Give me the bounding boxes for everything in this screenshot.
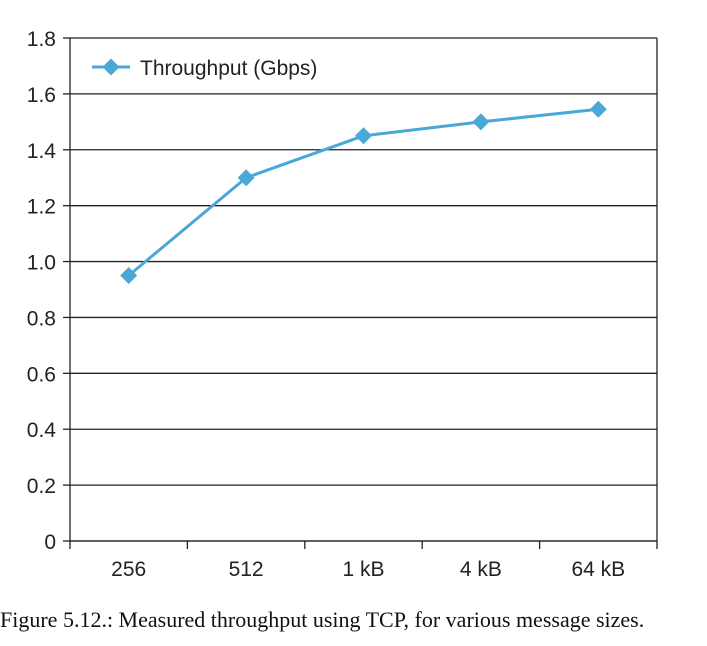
legend-diamond-marker [102,58,120,76]
throughput-chart: 0 0.2 0.4 0.6 0.8 1.0 1.2 1.4 1.6 1.8 256 512 1 kB 4… [27,28,658,581]
y-tick-label: 0.4 [27,419,57,442]
y-tick-label: 1.2 [27,196,56,219]
y-tick-label: 1.4 [27,140,57,163]
y-tick-label: 1.8 [27,28,56,51]
data-point-marker [589,100,607,118]
x-axis-ticks: 256 512 1 kB 4 kB 64 kB [69,541,658,581]
data-point-marker [120,267,138,285]
data-point-marker [237,169,255,187]
y-axis-ticks: 0 0.2 0.4 0.6 0.8 1.0 1.2 1.4 1.6 1.8 [27,28,70,554]
x-tick-label: 512 [229,558,264,581]
data-point-marker [355,127,372,145]
x-tick-label: 256 [111,558,146,581]
data-point-marker [472,113,490,131]
legend: Throughput (Gbps) [92,57,317,80]
y-tick-label: 0.8 [27,307,56,330]
axes [69,38,658,542]
y-tick-label: 0.2 [27,475,56,498]
x-tick-label: 4 kB [460,558,502,581]
legend-label: Throughput (Gbps) [140,57,317,80]
gridlines [70,37,657,542]
x-tick-label: 64 kB [571,558,625,581]
y-tick-label: 0 [44,531,56,554]
y-tick-label: 0.6 [27,363,56,386]
x-tick-label: 1 kB [342,558,384,581]
plot-area [120,100,607,285]
y-tick-label: 1.6 [27,84,56,107]
figure-caption: Figure 5.12.: Measured throughput using … [0,607,645,632]
y-tick-label: 1.0 [27,252,56,275]
